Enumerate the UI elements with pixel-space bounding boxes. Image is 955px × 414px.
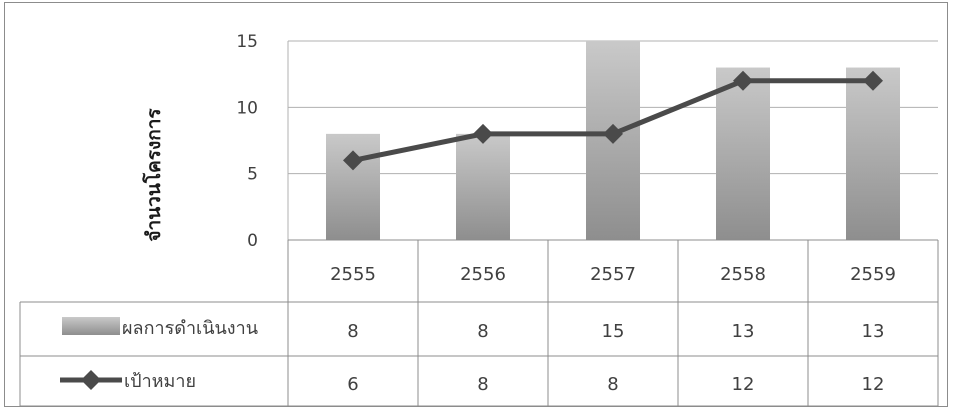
table-cell-0-0: 8 — [347, 321, 358, 342]
table-cell-1-0: 6 — [347, 374, 358, 395]
table-cell-1-3: 12 — [732, 374, 755, 395]
bar-2559 — [846, 67, 900, 241]
target-marker-2557 — [603, 123, 623, 144]
table-cell-0-4: 13 — [862, 321, 885, 342]
table-cell-0-1: 8 — [477, 321, 488, 342]
bar-series — [326, 41, 900, 241]
category-label-2558: 2558 — [720, 264, 766, 285]
legend-key-diamond — [81, 370, 101, 390]
legend-key-bar — [62, 317, 120, 335]
y-tick-5: 5 — [247, 165, 258, 185]
legend-label-bar: ผลการดำเนินงาน — [122, 318, 258, 339]
line-series — [343, 70, 883, 171]
table-cell-0-3: 13 — [732, 321, 755, 342]
target-marker-2558 — [733, 70, 753, 91]
category-label-2555: 2555 — [330, 264, 376, 285]
category-label-2559: 2559 — [850, 264, 896, 285]
table-cell-1-4: 12 — [862, 374, 885, 395]
target-marker-2559 — [863, 70, 883, 91]
y-tick-0: 0 — [247, 231, 258, 251]
target-marker-2555 — [343, 150, 363, 171]
y-tick-labels: 0 5 10 15 — [236, 32, 258, 251]
data-table: 2555 2556 2557 2558 2559 8 8 15 13 13 6 8 8 12 12 ผลการ… — [19, 239, 939, 407]
table-cell-1-1: 8 — [477, 374, 488, 395]
target-marker-2556 — [473, 123, 493, 144]
y-axis-label: จำนวนโครงการ — [142, 108, 165, 242]
y-tick-15: 15 — [236, 32, 258, 52]
bar-2556 — [456, 133, 510, 240]
table-cell-0-2: 15 — [602, 321, 625, 342]
bar-2558 — [716, 67, 770, 241]
table-cell-1-2: 8 — [607, 374, 618, 395]
legend-label-line: เป้าหมาย — [124, 371, 196, 392]
category-label-2556: 2556 — [460, 264, 506, 285]
y-tick-10: 10 — [236, 98, 258, 118]
category-label-2557: 2557 — [590, 264, 636, 285]
bar-2555 — [326, 133, 380, 240]
